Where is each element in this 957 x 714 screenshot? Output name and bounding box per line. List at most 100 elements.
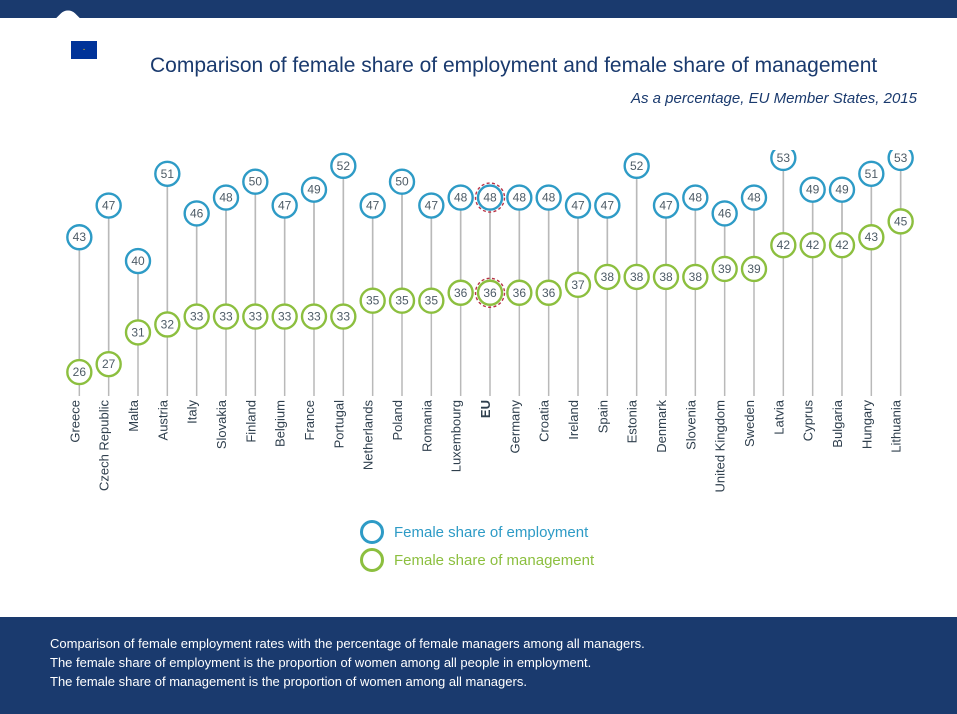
management-value: 31 bbox=[131, 325, 145, 339]
employment-value: 46 bbox=[718, 206, 732, 220]
legend-management-label: Female share of management bbox=[394, 552, 594, 569]
management-value: 36 bbox=[513, 286, 527, 300]
management-value: 35 bbox=[366, 294, 380, 308]
management-value: 42 bbox=[777, 238, 791, 252]
header-bar bbox=[0, 0, 957, 18]
country-label: Croatia bbox=[537, 399, 552, 442]
page-root: · Eurofound Comparison of female share o… bbox=[0, 0, 957, 714]
legend-management: Female share of management bbox=[360, 548, 594, 572]
country-label: Denmark bbox=[654, 400, 669, 453]
management-value: 33 bbox=[190, 310, 204, 324]
legend-employment-label: Female share of employment bbox=[394, 524, 588, 541]
employment-value: 47 bbox=[278, 199, 292, 213]
country-label: Bulgaria bbox=[830, 399, 845, 447]
management-value: 33 bbox=[307, 310, 321, 324]
employment-value: 47 bbox=[601, 199, 615, 213]
lollipop-chart: 2643Greece2747Czech Republic3140Malta325… bbox=[60, 150, 920, 520]
legend: Female share of employment Female share … bbox=[360, 520, 594, 576]
employment-value: 48 bbox=[689, 191, 703, 205]
management-value: 45 bbox=[894, 214, 908, 228]
country-label: Estonia bbox=[625, 399, 640, 443]
country-label: Hungary bbox=[859, 400, 874, 450]
management-value: 26 bbox=[73, 365, 87, 379]
footer: Comparison of female employment rates wi… bbox=[0, 617, 957, 714]
country-label: Portugal bbox=[331, 400, 346, 449]
country-label: Ireland bbox=[566, 400, 581, 440]
management-value: 36 bbox=[454, 286, 468, 300]
country-label: EU bbox=[478, 400, 493, 418]
employment-value: 51 bbox=[865, 167, 879, 181]
country-label: Malta bbox=[126, 399, 141, 432]
country-label: Czech Republic bbox=[97, 400, 112, 492]
employment-value: 47 bbox=[659, 199, 673, 213]
chart-title: Comparison of female share of employment… bbox=[150, 54, 927, 78]
country-label: Slovenia bbox=[683, 399, 698, 450]
chart-subtitle: As a percentage, EU Member States, 2015 bbox=[631, 90, 917, 107]
legend-employment: Female share of employment bbox=[360, 520, 594, 544]
management-value: 39 bbox=[747, 262, 761, 276]
footer-line-1: Comparison of female employment rates wi… bbox=[50, 635, 907, 654]
employment-value: 47 bbox=[571, 199, 585, 213]
management-value: 42 bbox=[806, 238, 820, 252]
country-label: Sweden bbox=[742, 400, 757, 447]
management-value: 37 bbox=[571, 278, 585, 292]
management-value: 42 bbox=[835, 238, 849, 252]
logo-icon: · bbox=[38, 8, 98, 68]
logo-text: Eurofound bbox=[18, 70, 118, 88]
employment-value: 47 bbox=[366, 199, 380, 213]
country-label: Italy bbox=[185, 400, 200, 424]
employment-value: 40 bbox=[131, 254, 145, 268]
employment-value: 49 bbox=[806, 183, 820, 197]
management-value: 38 bbox=[659, 270, 673, 284]
employment-value: 48 bbox=[219, 191, 233, 205]
country-label: Lithuania bbox=[889, 399, 904, 453]
footer-line-3: The female share of management is the pr… bbox=[50, 673, 907, 692]
management-value: 33 bbox=[219, 310, 233, 324]
employment-value: 50 bbox=[395, 175, 409, 189]
management-value: 38 bbox=[630, 270, 644, 284]
management-value: 43 bbox=[865, 230, 879, 244]
management-value: 35 bbox=[425, 294, 439, 308]
legend-management-icon bbox=[360, 548, 384, 572]
management-value: 36 bbox=[483, 286, 497, 300]
management-value: 32 bbox=[161, 317, 175, 331]
employment-value: 50 bbox=[249, 175, 263, 189]
management-value: 38 bbox=[689, 270, 703, 284]
management-value: 38 bbox=[601, 270, 615, 284]
management-value: 33 bbox=[278, 310, 292, 324]
employment-value: 49 bbox=[835, 183, 849, 197]
country-label: Finland bbox=[243, 400, 258, 443]
country-label: Netherlands bbox=[361, 400, 376, 471]
country-label: Poland bbox=[390, 400, 405, 440]
country-label: France bbox=[302, 400, 317, 440]
management-value: 36 bbox=[542, 286, 556, 300]
employment-value: 53 bbox=[894, 151, 908, 165]
employment-value: 47 bbox=[425, 199, 439, 213]
employment-value: 52 bbox=[337, 159, 351, 173]
employment-value: 47 bbox=[102, 199, 116, 213]
country-label: Greece bbox=[67, 400, 82, 443]
employment-value: 48 bbox=[483, 191, 497, 205]
logo: · Eurofound bbox=[18, 8, 118, 88]
legend-employment-icon bbox=[360, 520, 384, 544]
country-label: United Kingdom bbox=[713, 400, 728, 493]
country-label: Slovakia bbox=[214, 399, 229, 449]
employment-value: 48 bbox=[513, 191, 527, 205]
employment-value: 48 bbox=[454, 191, 468, 205]
management-value: 35 bbox=[395, 294, 409, 308]
employment-value: 46 bbox=[190, 206, 204, 220]
country-label: Spain bbox=[595, 400, 610, 433]
management-value: 33 bbox=[337, 310, 351, 324]
country-label: Austria bbox=[155, 399, 170, 440]
employment-value: 48 bbox=[542, 191, 556, 205]
country-label: Cyprus bbox=[801, 400, 816, 442]
management-value: 39 bbox=[718, 262, 732, 276]
country-label: Romania bbox=[419, 399, 434, 452]
employment-value: 43 bbox=[73, 230, 87, 244]
country-label: Luxembourg bbox=[449, 400, 464, 472]
employment-value: 53 bbox=[777, 151, 791, 165]
management-value: 33 bbox=[249, 310, 263, 324]
country-label: Latvia bbox=[771, 399, 786, 434]
country-label: Belgium bbox=[273, 400, 288, 447]
employment-value: 52 bbox=[630, 159, 644, 173]
